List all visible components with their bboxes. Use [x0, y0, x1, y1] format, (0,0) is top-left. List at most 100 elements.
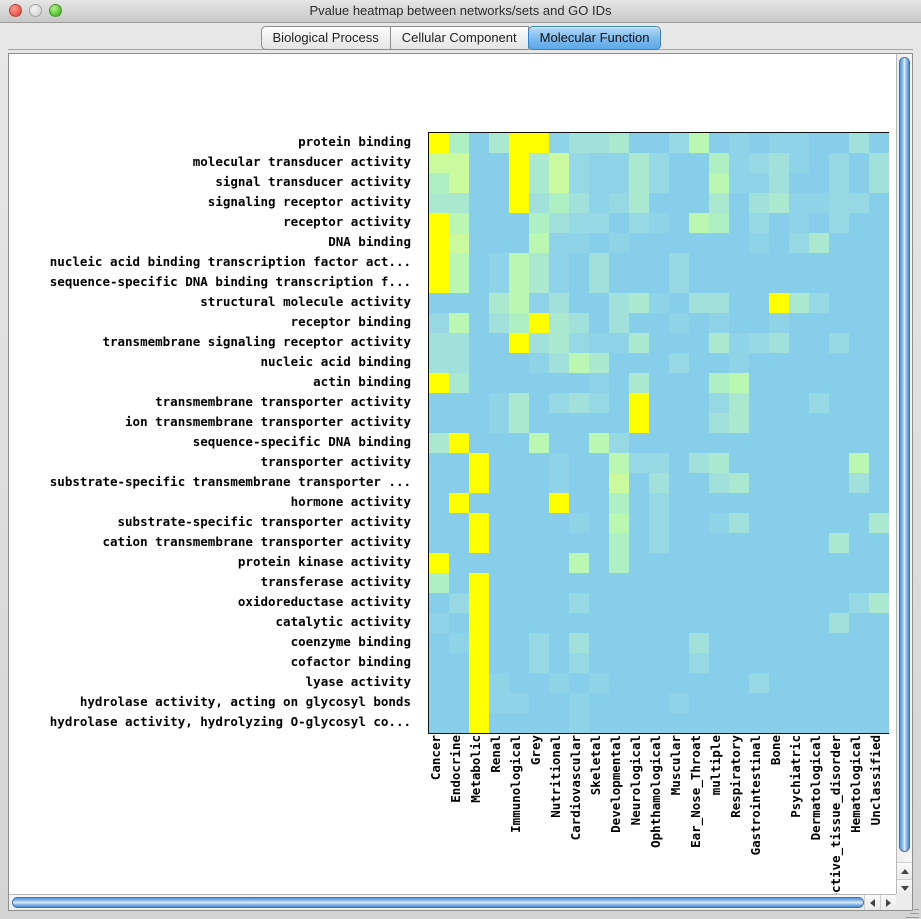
heatmap-cell[interactable]	[469, 253, 489, 273]
heatmap-cell[interactable]	[749, 413, 769, 433]
heatmap-cell[interactable]	[529, 713, 549, 733]
heatmap-cell[interactable]	[789, 713, 809, 733]
heatmap-cell[interactable]	[549, 393, 569, 413]
heatmap-cell[interactable]	[769, 213, 789, 233]
heatmap-cell[interactable]	[809, 633, 829, 653]
heatmap-cell[interactable]	[829, 653, 849, 673]
vertical-scrollbar[interactable]	[896, 54, 912, 896]
heatmap-cell[interactable]	[429, 453, 449, 473]
heatmap-cell[interactable]	[629, 133, 649, 153]
heatmap-cell[interactable]	[849, 293, 869, 313]
heatmap-cell[interactable]	[529, 453, 549, 473]
heatmap-cell[interactable]	[669, 353, 689, 373]
heatmap-cell[interactable]	[849, 373, 869, 393]
heatmap-cell[interactable]	[609, 513, 629, 533]
heatmap-cell[interactable]	[549, 333, 569, 353]
heatmap-cell[interactable]	[469, 513, 489, 533]
heatmap-cell[interactable]	[489, 513, 509, 533]
heatmap-cell[interactable]	[809, 333, 829, 353]
heatmap-cell[interactable]	[769, 493, 789, 513]
heatmap-cell[interactable]	[449, 573, 469, 593]
heatmap-cell[interactable]	[489, 193, 509, 213]
heatmap-cell[interactable]	[509, 333, 529, 353]
heatmap-cell[interactable]	[809, 673, 829, 693]
heatmap-cell[interactable]	[789, 633, 809, 653]
heatmap-cell[interactable]	[849, 433, 869, 453]
heatmap-cell[interactable]	[869, 133, 889, 153]
heatmap-cell[interactable]	[729, 273, 749, 293]
heatmap-cell[interactable]	[689, 613, 709, 633]
heatmap-cell[interactable]	[569, 493, 589, 513]
heatmap-cell[interactable]	[569, 313, 589, 333]
heatmap-cell[interactable]	[709, 233, 729, 253]
heatmap-cell[interactable]	[749, 213, 769, 233]
heatmap-cell[interactable]	[569, 433, 589, 453]
heatmap-cell[interactable]	[429, 593, 449, 613]
heatmap-cell[interactable]	[609, 573, 629, 593]
heatmap-cell[interactable]	[589, 333, 609, 353]
heatmap-cell[interactable]	[449, 153, 469, 173]
heatmap-cell[interactable]	[709, 713, 729, 733]
vertical-scrollbar-thumb[interactable]	[899, 57, 910, 852]
heatmap-cell[interactable]	[809, 233, 829, 253]
heatmap-cell[interactable]	[549, 233, 569, 253]
heatmap-cell[interactable]	[609, 693, 629, 713]
heatmap-cell[interactable]	[749, 653, 769, 673]
heatmap-cell[interactable]	[729, 153, 749, 173]
heatmap-cell[interactable]	[829, 313, 849, 333]
heatmap-cell[interactable]	[449, 453, 469, 473]
heatmap-cell[interactable]	[689, 293, 709, 313]
heatmap-cell[interactable]	[749, 613, 769, 633]
heatmap-cell[interactable]	[869, 293, 889, 313]
heatmap-cell[interactable]	[529, 553, 549, 573]
heatmap-cell[interactable]	[629, 213, 649, 233]
heatmap-cell[interactable]	[569, 253, 589, 273]
heatmap-cell[interactable]	[709, 473, 729, 493]
heatmap-cell[interactable]	[589, 133, 609, 153]
heatmap-cell[interactable]	[509, 593, 529, 613]
heatmap-cell[interactable]	[589, 653, 609, 673]
heatmap-cell[interactable]	[509, 673, 529, 693]
heatmap-cell[interactable]	[649, 713, 669, 733]
heatmap-cell[interactable]	[509, 373, 529, 393]
heatmap-cell[interactable]	[849, 133, 869, 153]
heatmap-cell[interactable]	[469, 293, 489, 313]
heatmap-cell[interactable]	[789, 393, 809, 413]
heatmap-cell[interactable]	[429, 213, 449, 233]
resize-grip[interactable]	[906, 905, 919, 918]
heatmap-cell[interactable]	[849, 633, 869, 653]
heatmap-cell[interactable]	[489, 273, 509, 293]
heatmap-cell[interactable]	[729, 633, 749, 653]
heatmap-cell[interactable]	[849, 213, 869, 233]
heatmap-cell[interactable]	[469, 493, 489, 513]
heatmap-cell[interactable]	[669, 473, 689, 493]
heatmap-cell[interactable]	[769, 393, 789, 413]
heatmap-cell[interactable]	[749, 453, 769, 473]
heatmap-cell[interactable]	[749, 693, 769, 713]
heatmap-cell[interactable]	[809, 213, 829, 233]
heatmap-cell[interactable]	[489, 693, 509, 713]
heatmap-cell[interactable]	[529, 533, 549, 553]
heatmap-cell[interactable]	[709, 493, 729, 513]
heatmap-cell[interactable]	[529, 133, 549, 153]
heatmap-cell[interactable]	[769, 133, 789, 153]
heatmap-cell[interactable]	[809, 613, 829, 633]
heatmap-cell[interactable]	[629, 473, 649, 493]
heatmap-cell[interactable]	[669, 693, 689, 713]
heatmap-cell[interactable]	[569, 393, 589, 413]
heatmap-cell[interactable]	[709, 653, 729, 673]
heatmap-cell[interactable]	[829, 133, 849, 153]
tab-cellular-component[interactable]: Cellular Component	[389, 26, 529, 50]
heatmap-cell[interactable]	[689, 173, 709, 193]
heatmap-cell[interactable]	[469, 333, 489, 353]
heatmap-cell[interactable]	[629, 693, 649, 713]
heatmap-cell[interactable]	[649, 193, 669, 213]
heatmap-cell[interactable]	[529, 373, 549, 393]
heatmap-cell[interactable]	[509, 213, 529, 233]
heatmap-cell[interactable]	[649, 493, 669, 513]
heatmap-cell[interactable]	[729, 513, 749, 533]
heatmap-cell[interactable]	[769, 233, 789, 253]
heatmap-cell[interactable]	[629, 233, 649, 253]
heatmap-cell[interactable]	[609, 613, 629, 633]
heatmap-cell[interactable]	[869, 573, 889, 593]
